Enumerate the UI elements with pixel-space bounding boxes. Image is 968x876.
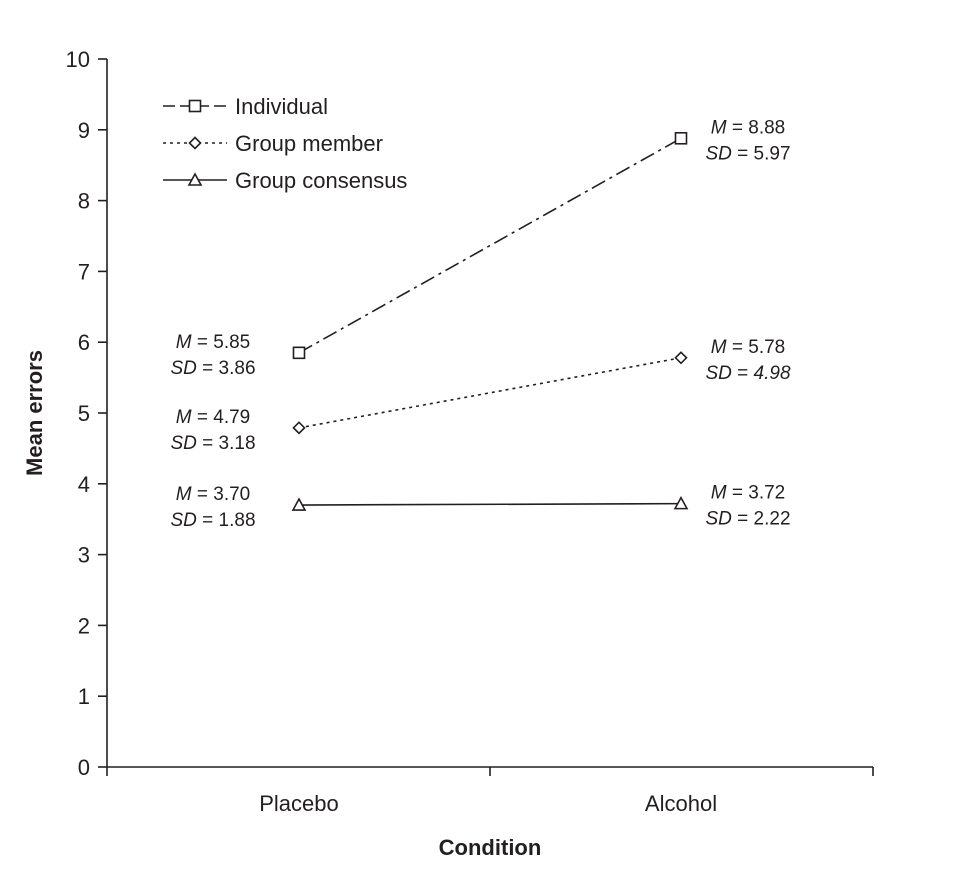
y-axis-title: Mean errors — [22, 350, 47, 476]
annotation-sd: SD = 1.88 — [170, 510, 255, 531]
annotation-sd: SD = 4.98 — [705, 363, 790, 384]
series-lines — [298, 137, 682, 506]
data-annotations: M = 5.85 SD = 3.86 M = 8.88 SD = 5.97 M = 4.… — [170, 117, 790, 531]
series-line-group-member — [298, 356, 682, 429]
annotation-sd: SD = 5.97 — [705, 143, 790, 164]
annotation-mean: M = 3.70 — [176, 484, 250, 505]
data-point-individual — [292, 346, 306, 360]
annotation-mean: M = 4.79 — [176, 407, 250, 428]
series-markers — [291, 131, 689, 511]
y-ticks: 0 1 2 3 4 5 6 7 8 9 10 — [66, 47, 107, 780]
y-tick-label: 4 — [78, 472, 90, 497]
annotation-mean: M = 5.85 — [176, 332, 250, 353]
annotation-sd: SD = 3.86 — [170, 358, 255, 379]
annotation-sd: SD = 2.22 — [705, 509, 790, 530]
y-tick-label: 2 — [78, 613, 90, 638]
annotation-mean: M = 8.88 — [711, 117, 785, 138]
data-point-individual — [674, 131, 688, 145]
y-tick-label: 0 — [78, 755, 90, 780]
y-tick-label: 9 — [78, 118, 90, 143]
legend-label-group-member: Group member — [235, 131, 383, 156]
data-point-group-consensus — [673, 495, 689, 510]
y-tick-label: 5 — [78, 401, 90, 426]
legend-label-group-consensus: Group consensus — [235, 168, 407, 193]
annotation-mean: M = 3.72 — [711, 483, 785, 504]
legend-label-individual: Individual — [235, 94, 328, 119]
x-tick-label: Placebo — [259, 791, 339, 816]
data-point-group-member — [292, 421, 306, 435]
y-tick-label: 6 — [78, 330, 90, 355]
legend: Individual Group member Group consensus — [163, 94, 407, 193]
y-tick-label: 7 — [78, 259, 90, 284]
series-line-individual — [298, 137, 682, 354]
x-tick-label: Alcohol — [645, 791, 717, 816]
annotation-mean: M = 5.78 — [711, 337, 785, 358]
legend-marker-group-consensus — [187, 172, 203, 186]
data-point-group-member — [674, 351, 688, 365]
x-axis-title: Condition — [439, 835, 542, 860]
data-point-group-consensus — [291, 497, 307, 511]
series-line-group-consensus — [298, 502, 682, 506]
x-ticks: Placebo Alcohol — [106, 767, 874, 816]
annotation-sd: SD = 3.18 — [170, 433, 255, 454]
legend-marker-individual — [188, 99, 202, 113]
y-tick-label: 1 — [78, 684, 90, 709]
legend-marker-group-member — [188, 136, 202, 150]
y-tick-label: 3 — [78, 543, 90, 568]
y-tick-label: 8 — [78, 189, 90, 214]
y-tick-label: 10 — [66, 47, 90, 72]
